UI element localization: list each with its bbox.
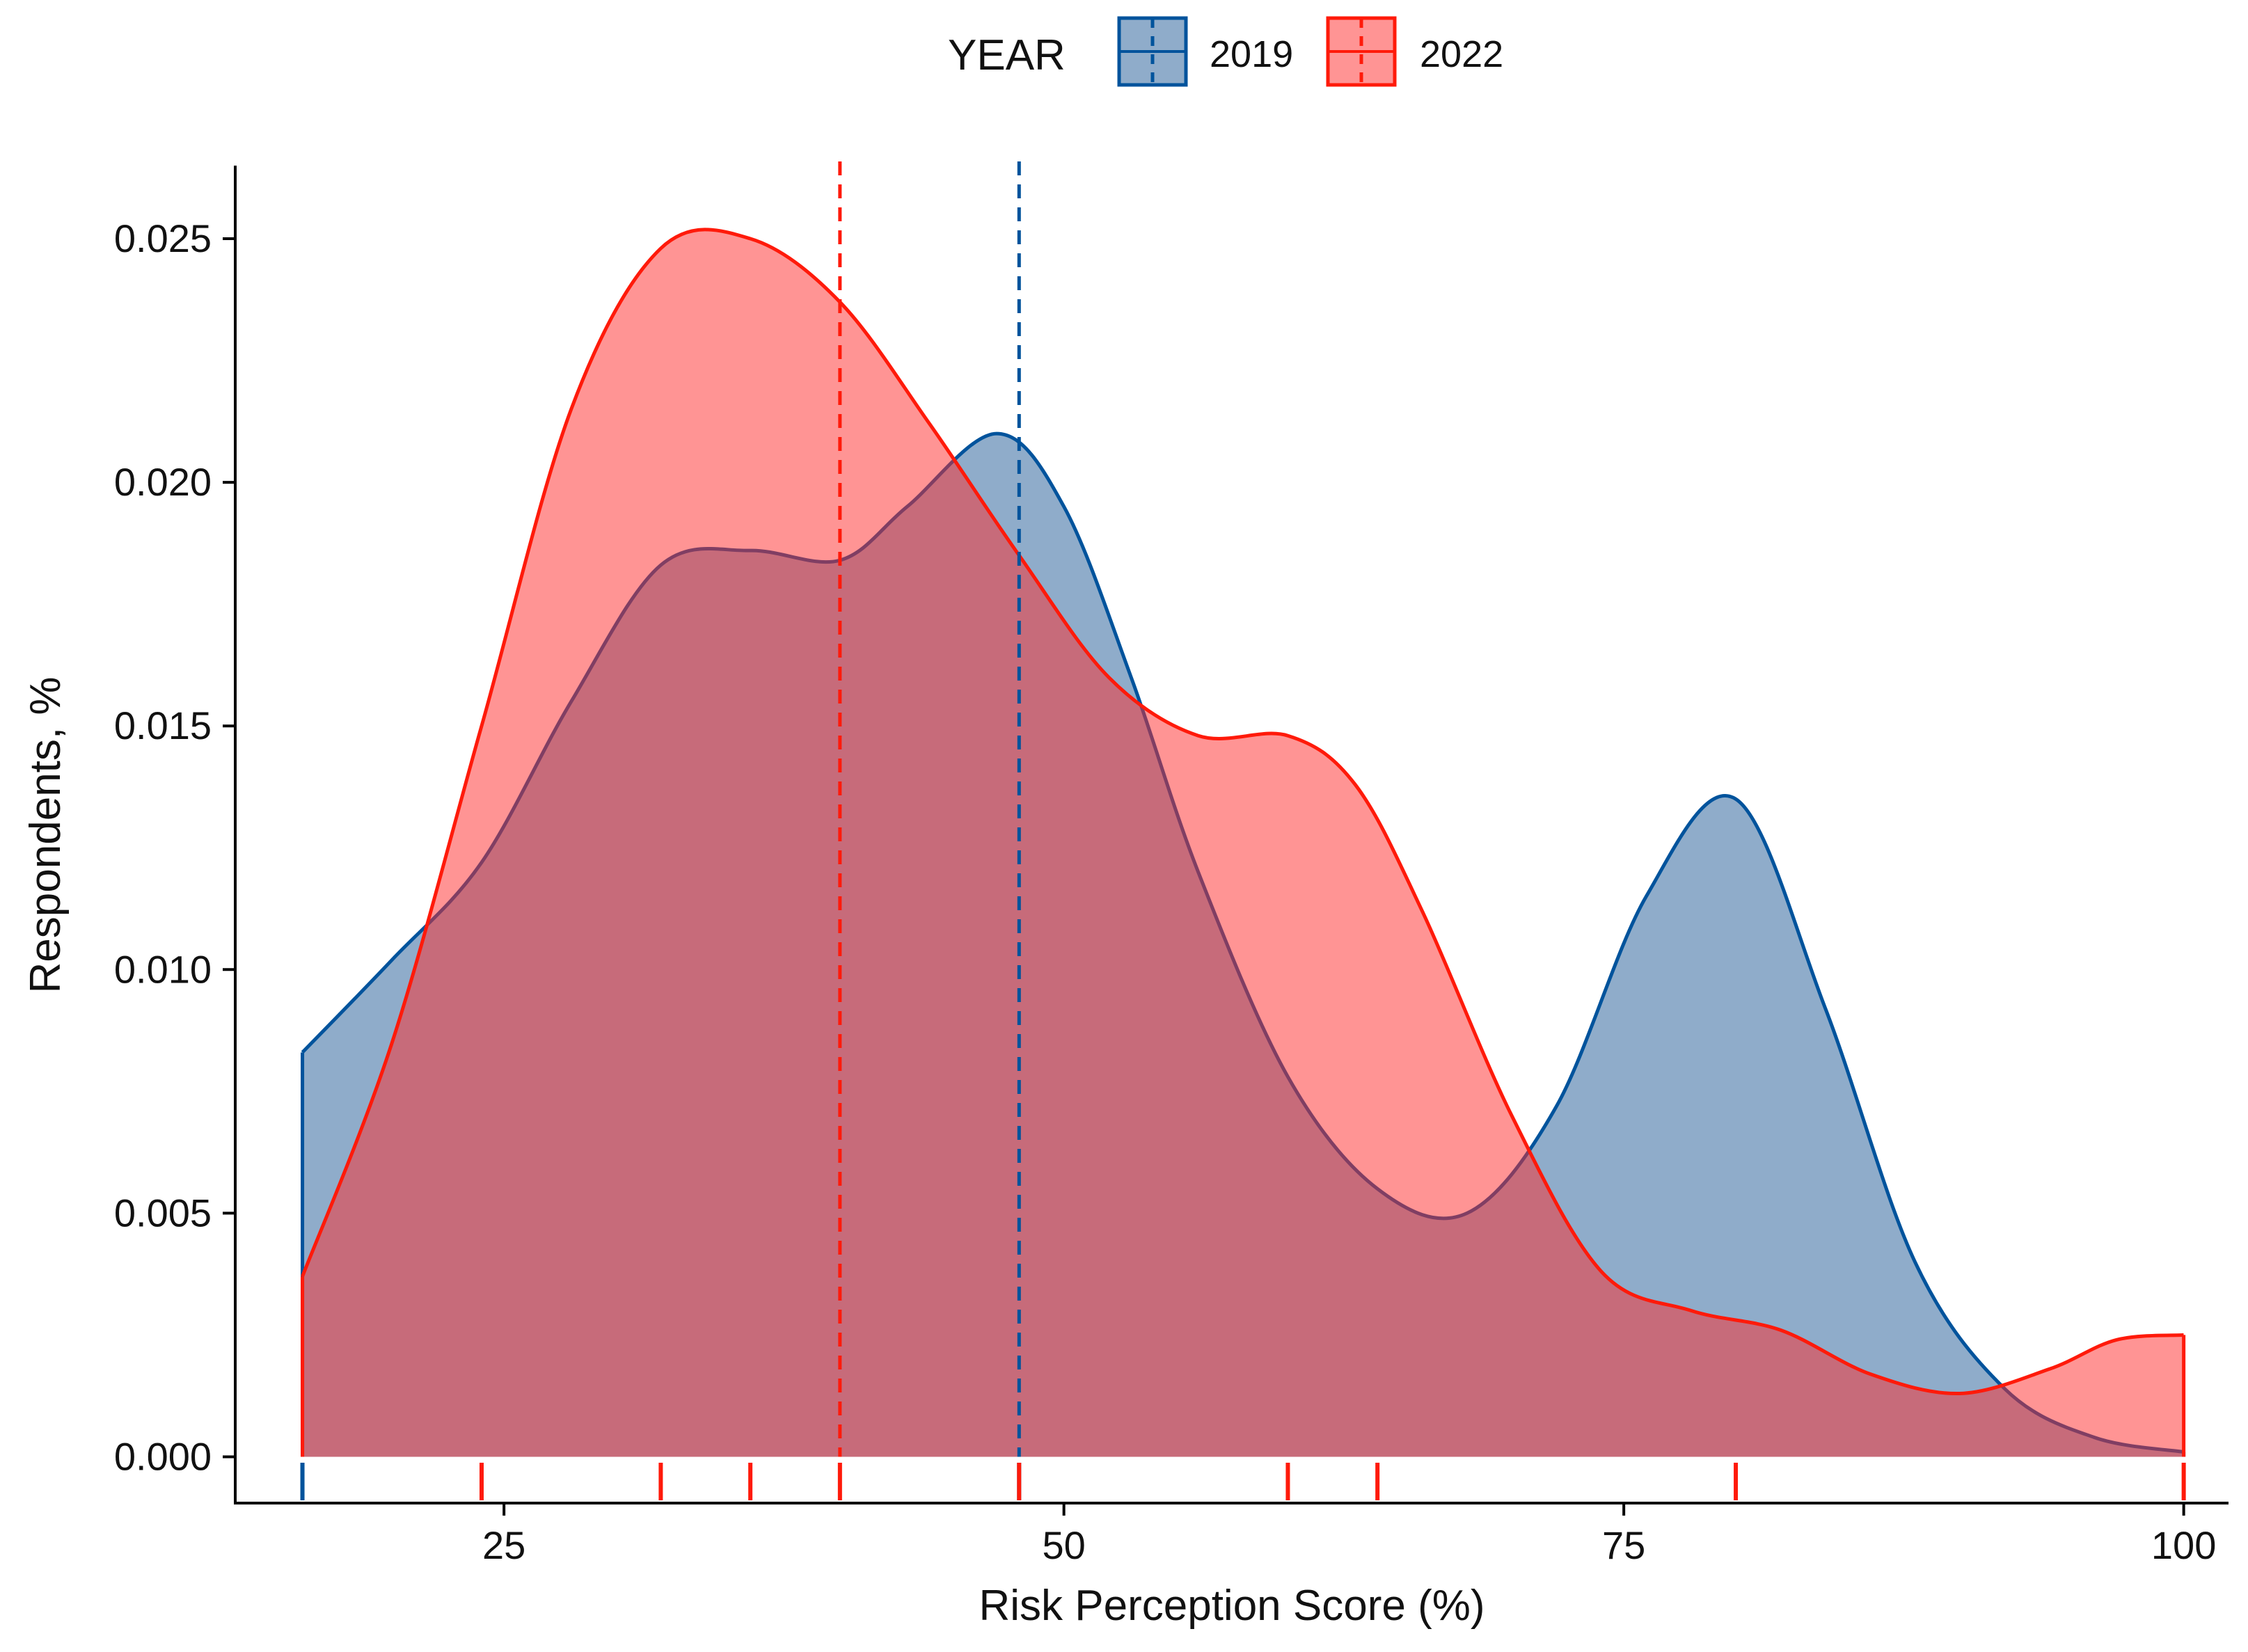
x-tick-label: 75	[1602, 1523, 1645, 1567]
legend: YEAR 2019 2022	[948, 16, 1503, 87]
density-line-2022	[301, 228, 2184, 1396]
rug-marks	[300, 1463, 2186, 1500]
x-tick-label: 100	[2151, 1523, 2216, 1567]
x-axis-title: Risk Perception Score (%)	[979, 1582, 1485, 1630]
legend-label-2022: 2022	[1420, 33, 1503, 75]
x-axis-ticks: 25 50 75 100	[482, 1503, 2216, 1567]
mean-lines	[838, 161, 1021, 1457]
legend-title: YEAR	[948, 31, 1066, 79]
x-tick-label: 50	[1043, 1523, 1086, 1567]
y-tick-label: 0.005	[114, 1191, 212, 1234]
y-tick-label: 0.025	[114, 216, 212, 260]
x-tick-label: 25	[482, 1523, 525, 1567]
y-tick-label: 0.000	[114, 1434, 212, 1478]
legend-label-2019: 2019	[1210, 33, 1293, 75]
density-areas	[301, 228, 2186, 1457]
density-area-2022	[302, 229, 2184, 1457]
y-tick-label: 0.020	[114, 460, 212, 504]
y-tick-label: 0.010	[114, 947, 212, 991]
y-axis-title: Respondents, %	[22, 677, 70, 994]
y-axis-ticks: 0.000 0.005 0.010 0.015 0.020 0.025	[114, 216, 235, 1478]
y-tick-label: 0.015	[114, 704, 212, 747]
